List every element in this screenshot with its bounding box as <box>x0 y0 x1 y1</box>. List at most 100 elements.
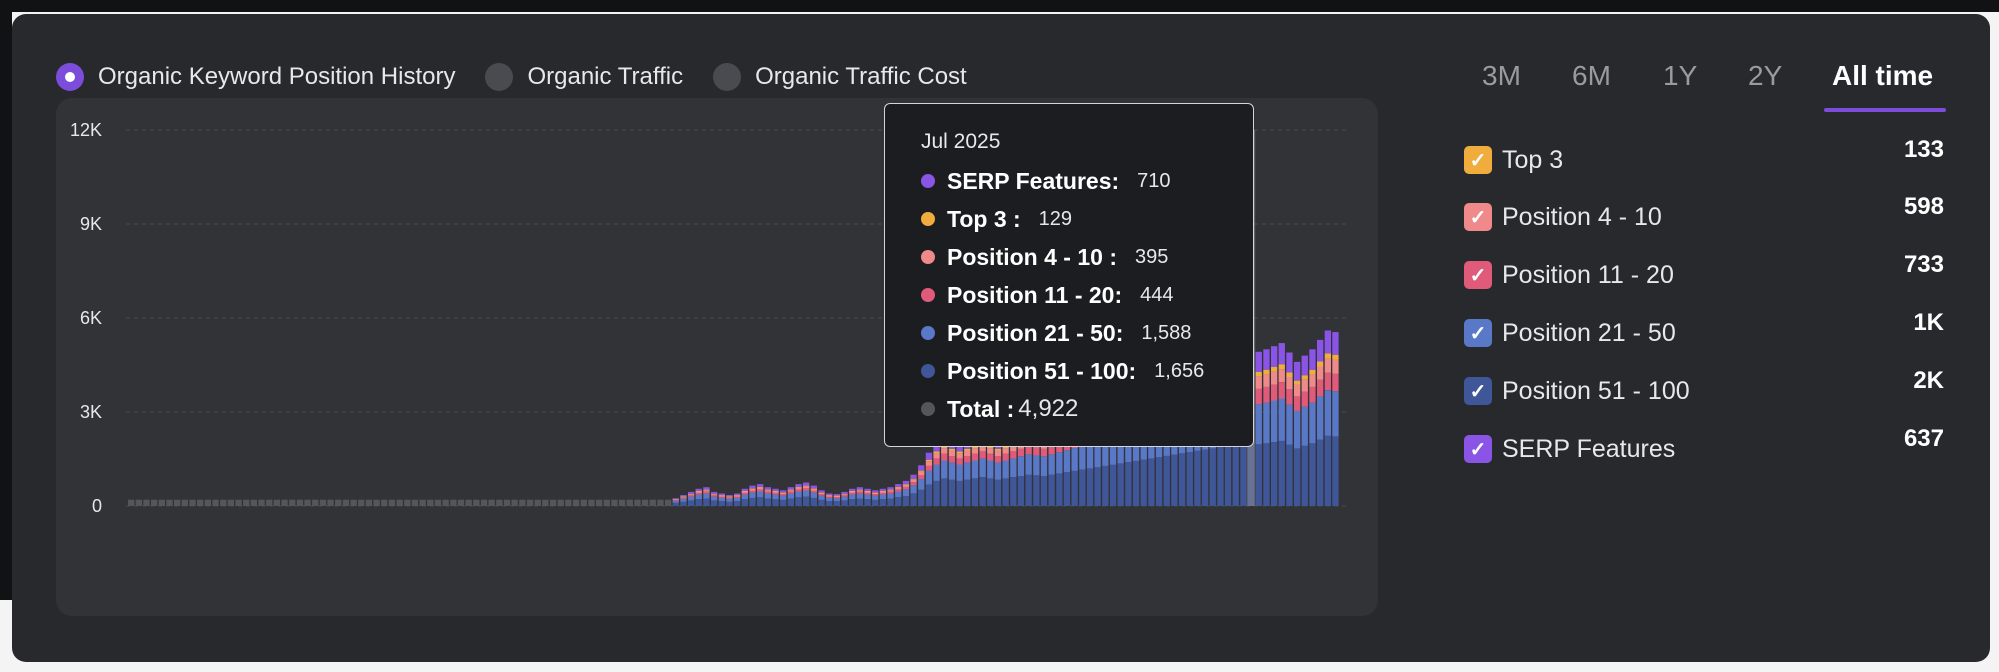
bar-segment[interactable] <box>243 499 250 506</box>
bar-segment[interactable] <box>879 491 886 492</box>
bar-segment[interactable] <box>411 499 419 506</box>
bar-segment[interactable] <box>971 478 979 506</box>
bar-segment[interactable] <box>419 499 426 506</box>
bar-segment[interactable] <box>1263 386 1270 403</box>
bar-segment[interactable] <box>964 462 971 480</box>
bar-segment[interactable] <box>941 453 948 461</box>
bar-segment[interactable] <box>1332 332 1339 355</box>
bar-segment[interactable] <box>833 501 840 506</box>
bar-segment[interactable] <box>266 499 273 506</box>
bar-segment[interactable] <box>810 490 817 493</box>
bar-segment[interactable] <box>787 487 794 490</box>
bar-segment[interactable] <box>787 489 794 491</box>
bar-segment[interactable] <box>703 487 710 490</box>
bar-segment[interactable] <box>1309 349 1316 370</box>
bar-segment[interactable] <box>1224 445 1232 506</box>
bar-segment[interactable] <box>1017 448 1025 457</box>
bar-segment[interactable] <box>381 499 388 506</box>
bar-segment[interactable] <box>833 496 840 497</box>
bar-segment[interactable] <box>895 497 902 506</box>
bar-segment[interactable] <box>1301 355 1308 376</box>
bar-segment[interactable] <box>757 486 764 488</box>
bar-segment[interactable] <box>895 489 902 492</box>
bar-segment[interactable] <box>1178 453 1186 506</box>
bar-segment[interactable] <box>711 500 718 506</box>
bar-segment[interactable] <box>695 499 702 506</box>
bar-segment[interactable] <box>933 480 940 506</box>
bar-segment[interactable] <box>1125 433 1132 463</box>
bar-segment[interactable] <box>1332 391 1339 437</box>
bar-segment[interactable] <box>741 488 748 491</box>
bar-segment[interactable] <box>588 499 595 506</box>
bar-segment[interactable] <box>1056 444 1063 453</box>
bar-segment[interactable] <box>849 491 856 493</box>
bar-segment[interactable] <box>979 458 986 478</box>
bar-segment[interactable] <box>726 496 733 498</box>
tab-6m[interactable]: 6M <box>1572 60 1611 91</box>
bar-segment[interactable] <box>979 451 986 459</box>
bar-segment[interactable] <box>948 479 956 506</box>
bar-segment[interactable] <box>757 489 764 492</box>
bar-segment[interactable] <box>1063 450 1071 473</box>
bar-segment[interactable] <box>396 499 403 506</box>
bar-segment[interactable] <box>757 487 764 490</box>
bar-segment[interactable] <box>688 500 695 506</box>
bar-segment[interactable] <box>1255 404 1262 445</box>
bar-segment[interactable] <box>151 499 158 506</box>
bar-segment[interactable] <box>910 474 917 479</box>
bar-segment[interactable] <box>787 498 794 507</box>
bar-segment[interactable] <box>711 493 718 495</box>
bar-segment[interactable] <box>1255 388 1262 405</box>
bar-segment[interactable] <box>864 492 871 495</box>
bar-segment[interactable] <box>1117 463 1124 506</box>
bar-segment[interactable] <box>979 477 986 506</box>
bar-segment[interactable] <box>1240 443 1247 506</box>
bar-segment[interactable] <box>1294 410 1301 449</box>
bar-segment[interactable] <box>281 499 288 506</box>
bar-segment[interactable] <box>910 493 917 507</box>
bar-segment[interactable] <box>872 495 879 500</box>
bar-segment[interactable] <box>956 453 963 459</box>
bar-segment[interactable] <box>956 480 963 506</box>
bar-segment[interactable] <box>849 491 856 492</box>
bar-segment[interactable] <box>304 499 311 506</box>
bar-segment[interactable] <box>941 448 948 454</box>
bar-segment[interactable] <box>1102 439 1109 466</box>
bar-segment[interactable] <box>572 499 580 506</box>
bar-segment[interactable] <box>887 489 894 491</box>
bar-segment[interactable] <box>718 493 725 496</box>
bar-segment[interactable] <box>764 489 771 491</box>
bar-segment[interactable] <box>220 499 227 506</box>
bar-segment[interactable] <box>258 499 265 506</box>
bar-segment[interactable] <box>1148 458 1155 506</box>
checkbox-checked-icon[interactable]: ✓ <box>1464 146 1492 174</box>
bar-segment[interactable] <box>695 491 702 493</box>
checkbox-checked-icon[interactable]: ✓ <box>1464 377 1492 405</box>
bar-segment[interactable] <box>1317 439 1324 506</box>
bar-segment[interactable] <box>657 499 664 506</box>
bar-segment[interactable] <box>1271 400 1278 443</box>
bar-segment[interactable] <box>204 499 211 506</box>
bar-segment[interactable] <box>764 487 771 490</box>
bar-segment[interactable] <box>1271 371 1278 385</box>
tab-all-time[interactable]: All time <box>1832 60 1934 91</box>
bar-segment[interactable] <box>1263 402 1270 444</box>
bar-segment[interactable] <box>872 494 879 496</box>
bar-segment[interactable] <box>833 497 840 499</box>
bar-segment[interactable] <box>803 496 810 506</box>
bar-segment[interactable] <box>1324 353 1331 359</box>
bar-segment[interactable] <box>734 496 741 498</box>
bar-segment[interactable] <box>895 491 902 498</box>
legend-item-top-3[interactable]: ✓ Top 3 133 <box>1464 136 1944 180</box>
bar-segment[interactable] <box>1025 446 1032 455</box>
bar-segment[interactable] <box>826 497 833 501</box>
bar-segment[interactable] <box>688 495 695 497</box>
bar-segment[interactable] <box>327 499 334 506</box>
bar-segment[interactable] <box>212 499 219 506</box>
bar-segment[interactable] <box>741 491 748 492</box>
bar-segment[interactable] <box>1010 458 1017 478</box>
bar-segment[interactable] <box>749 488 756 491</box>
bar-segment[interactable] <box>856 487 863 490</box>
bar-segment[interactable] <box>803 486 810 489</box>
bar-segment[interactable] <box>680 496 687 498</box>
